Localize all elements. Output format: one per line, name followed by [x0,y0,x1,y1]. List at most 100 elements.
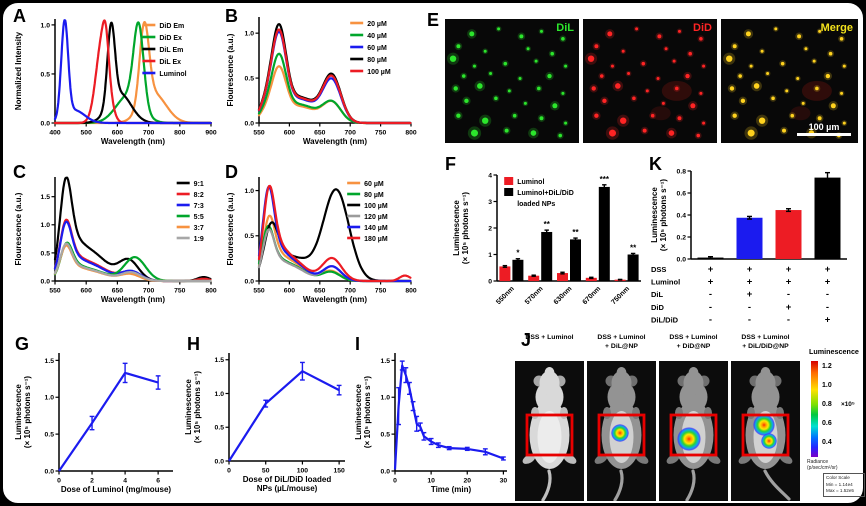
group-label-3: DSS + Luminol + DiD@NP [669,334,718,351]
colorbar-tick-5: 0.4 [822,439,832,446]
panel-g-line-chart: 0.0 0.5 1.0 1.5 0 2 4 6 Dose of Luminol (mg/mous… [13,339,181,503]
svg-text:0: 0 [227,468,231,475]
svg-text:800: 800 [405,288,417,295]
panel-j-group-labels: DSS + Luminol DSS + Luminol + DiL@NP DSS … [515,333,800,351]
mouse-image-4 [731,361,800,501]
colorbar-scale-box: Color Scale Min = 1.14e4 Max = 1.52e5 [823,473,865,497]
svg-text:550: 550 [253,130,265,137]
svg-text:+: + [747,277,753,288]
svg-text:Wavelength (nm): Wavelength (nm) [101,137,165,146]
svg-text:100 µM: 100 µM [364,203,388,210]
mouse-image-1 [515,361,584,502]
colorbar-radiance-label: Radiance [807,459,829,465]
panel-a-spectra-chart: 0.0 0.5 1.0 400 500 600 700 800 900 Wavelength (n… [11,5,217,153]
svg-text:Time (min): Time (min) [431,485,472,494]
micrograph-image [723,26,848,140]
svg-text:670nm: 670nm [582,285,603,306]
scale-bar-label: 100 µm [808,121,840,132]
svg-text:800: 800 [405,130,417,137]
svg-text:0.0: 0.0 [41,278,51,285]
svg-text:80 µM: 80 µM [364,192,384,199]
svg-text:Dose of DiL/DiD loaded: Dose of DiL/DiD loaded [243,475,332,484]
svg-text:700: 700 [143,288,155,295]
svg-text:630nm: 630nm [553,285,574,306]
roi-rectangle [669,413,718,457]
svg-text:0.0: 0.0 [41,120,51,127]
svg-text:Flourescence (a.u.): Flourescence (a.u.) [14,192,23,265]
svg-text:0.0: 0.0 [677,256,687,263]
svg-text:9:1: 9:1 [194,181,204,188]
svg-text:DiL: DiL [651,290,664,299]
svg-text:1.5: 1.5 [381,358,391,365]
svg-text:0.0: 0.0 [245,278,255,285]
micrograph-dil: DiL [445,19,579,143]
svg-text:600: 600 [284,130,296,137]
svg-text:***: *** [600,175,610,184]
svg-text:Flourescence (a.u.): Flourescence (a.u.) [226,33,235,106]
panel-g-letter: G [15,334,30,354]
svg-text:7:3: 7:3 [194,203,204,210]
svg-text:180 µM: 180 µM [364,236,388,243]
svg-text:+: + [825,314,831,325]
svg-text:-: - [826,302,829,313]
chart-svg-C: 0.0 0.5 1.0 1.5 550 600 650 700 750 800 Wavelength… [14,176,217,304]
svg-text:80 µM: 80 µM [367,57,387,64]
svg-text:Wavelength (nm): Wavelength (nm) [303,295,367,304]
svg-text:+: + [708,264,714,275]
micrograph-merge-label: Merge [820,22,853,34]
group-label-4: DSS + Luminol + DiL/DiD@NP [741,334,790,351]
panel-e-letter: E [427,10,440,30]
svg-text:DiD Ex: DiD Ex [159,35,182,42]
svg-text:0.0: 0.0 [45,468,55,475]
svg-text:Wavelength (nm): Wavelength (nm) [101,295,165,304]
svg-text:750nm: 750nm [610,285,631,306]
svg-text:+: + [786,264,792,275]
svg-text:0.5: 0.5 [245,233,255,240]
svg-text:900: 900 [205,130,217,137]
svg-text:Luminescence: Luminescence [354,384,363,440]
colorbar-tick-3: 0.8 [822,401,832,408]
micrograph-merge: Merge 100 µm [721,19,858,143]
panel-j-mouse-images [515,361,800,502]
svg-text:0.8: 0.8 [677,168,687,175]
svg-text:60 µM: 60 µM [364,181,384,188]
svg-text:(× 10⁵ photons s⁻¹): (× 10⁵ photons s⁻¹) [659,179,668,252]
group-label-1: DSS + Luminol [525,334,574,341]
svg-text:Normalized Intensity: Normalized Intensity [14,31,23,110]
mouse-svg [659,361,728,502]
svg-text:+: + [747,289,753,300]
svg-text:Luminescence: Luminescence [650,187,659,243]
svg-text:550: 550 [253,288,265,295]
svg-text:+: + [825,277,831,288]
roi-rectangle [741,413,790,457]
svg-text:DiL Ex: DiL Ex [159,59,181,66]
mouse-svg [587,361,656,502]
svg-text:400: 400 [49,130,61,137]
svg-text:0.5: 0.5 [215,425,225,432]
chart-svg-B: 0.0 0.5 1.0 550 600 650 700 750 800 Wavelength (n… [226,17,417,146]
panel-h-letter: H [187,334,200,354]
svg-text:Luminescence: Luminescence [14,384,23,440]
svg-text:*: * [516,249,520,258]
panel-b-letter: B [225,6,238,26]
svg-text:0.0: 0.0 [215,458,225,465]
svg-text:-: - [787,314,790,325]
panel-c-spectra-chart: 0.0 0.5 1.0 1.5 550 600 650 700 750 800 Wavelength… [11,167,217,311]
svg-text:600: 600 [284,288,296,295]
panel-f-bar-chart: 0 1 2 3 4 (× 10⁵ photons s⁻¹) Luminescence 550n… [451,165,651,325]
svg-text:1.5: 1.5 [215,357,225,364]
svg-text:0.6: 0.6 [677,190,687,197]
svg-text:40 µM: 40 µM [367,33,387,40]
svg-text:10: 10 [427,478,435,485]
svg-text:DiL/DiD: DiL/DiD [651,315,679,324]
svg-text:60 µM: 60 µM [367,45,387,52]
svg-text:750: 750 [375,288,387,295]
svg-text:1:9: 1:9 [194,236,204,243]
svg-text:DiL Em: DiL Em [159,47,183,54]
svg-text:1.5: 1.5 [45,358,55,365]
panel-i-letter: I [355,334,361,354]
svg-text:1.0: 1.0 [41,222,51,229]
svg-text:1.0: 1.0 [215,391,225,398]
svg-text:1.0: 1.0 [41,22,51,29]
